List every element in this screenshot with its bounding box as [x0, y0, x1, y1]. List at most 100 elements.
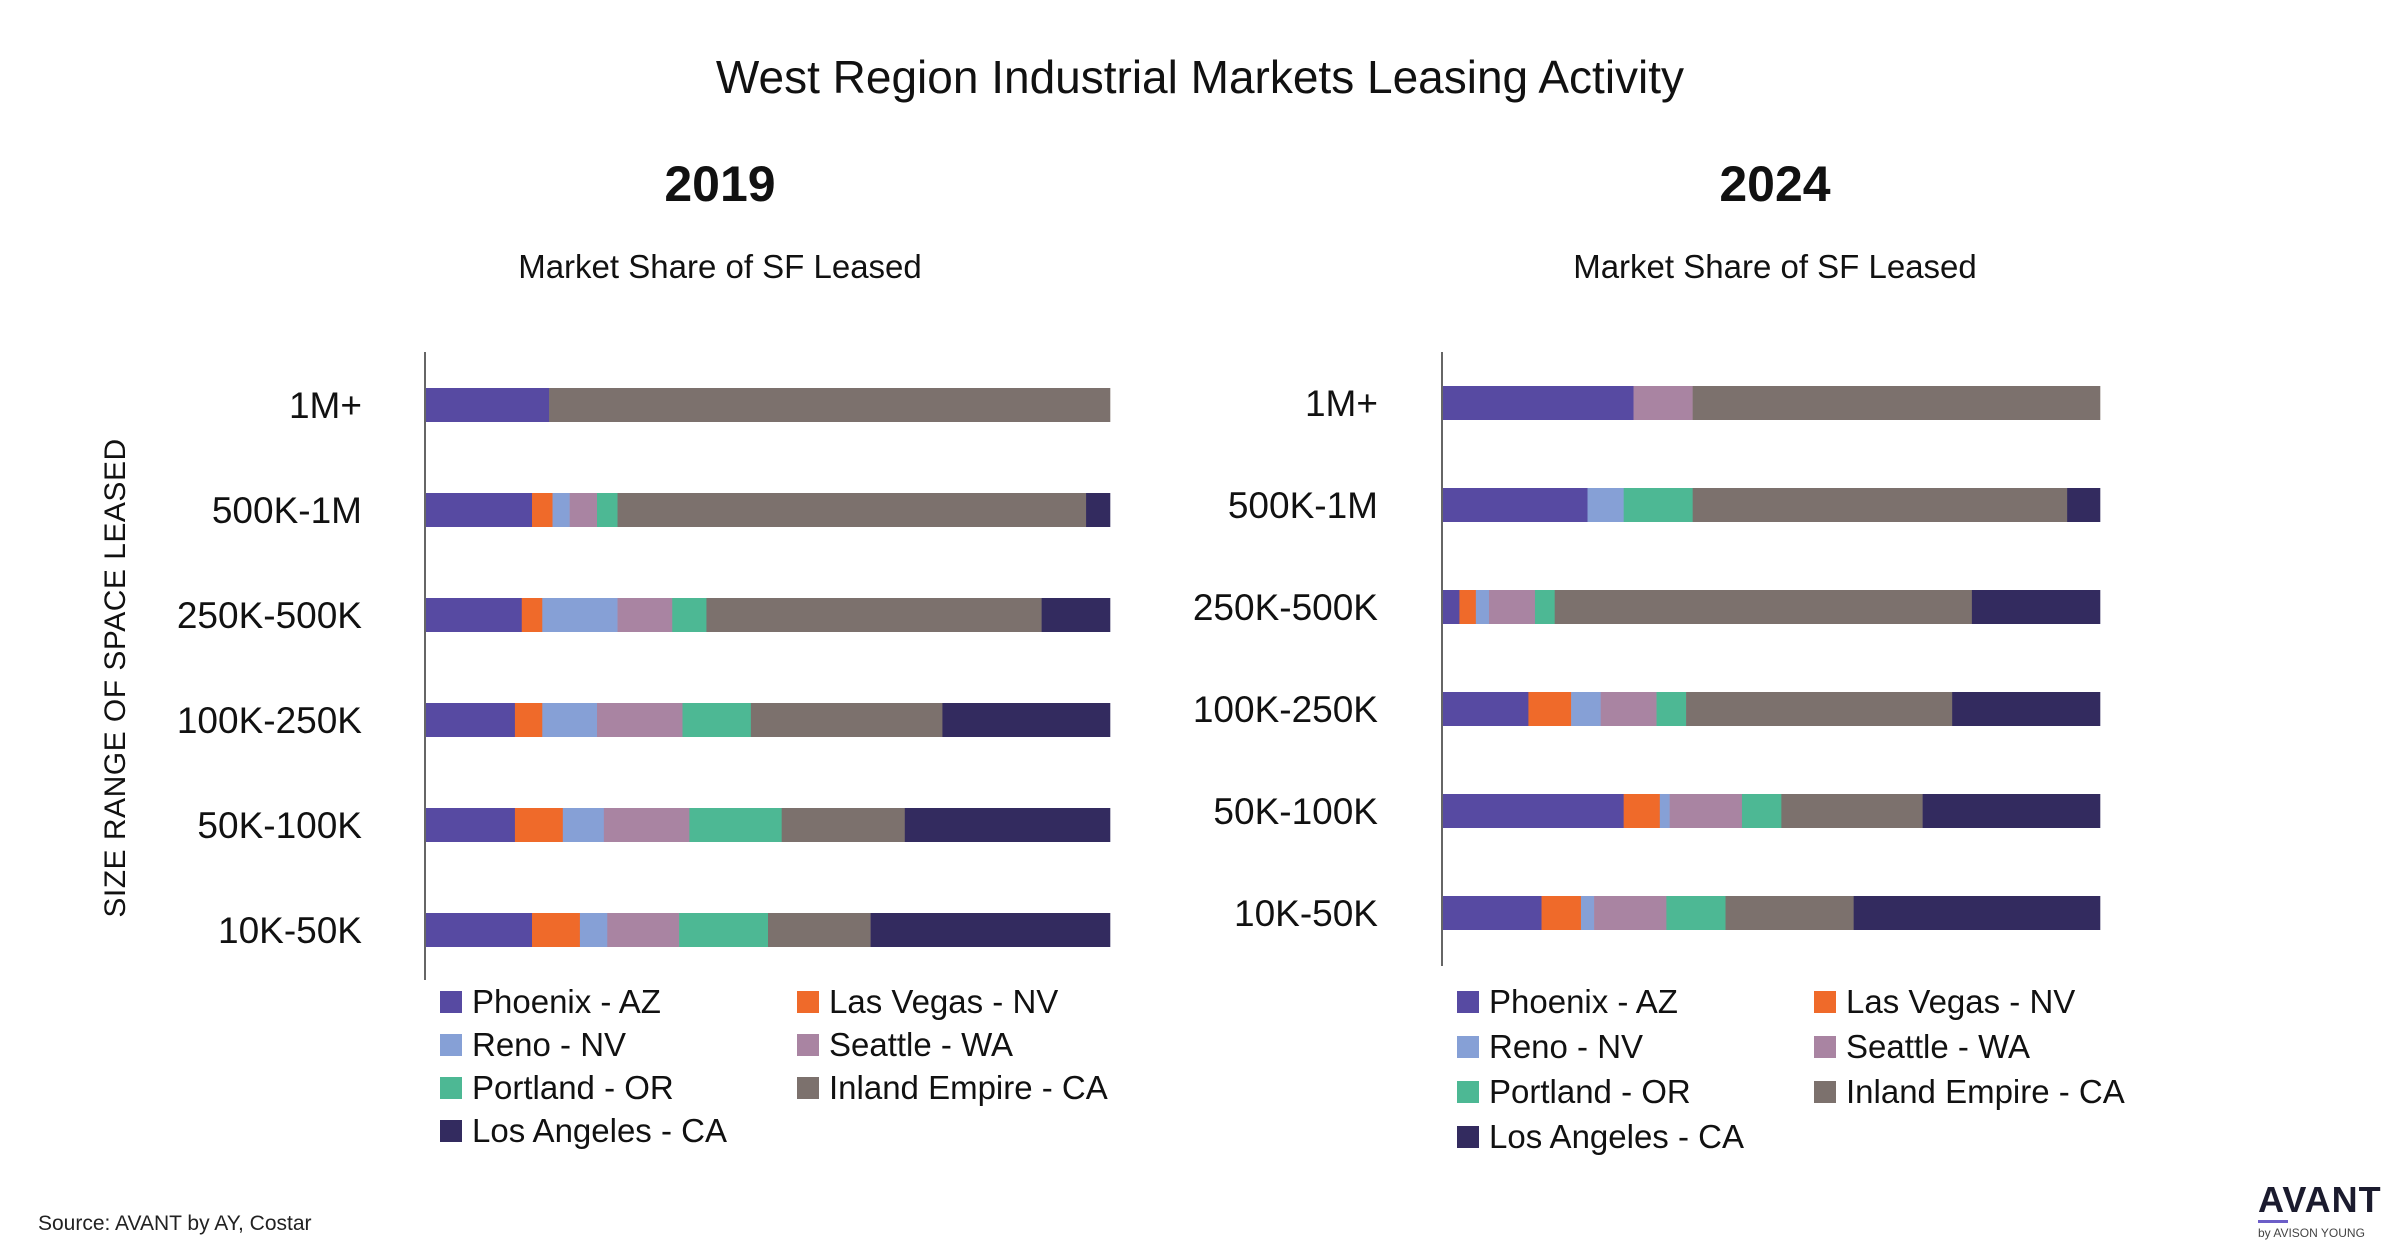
chart-2024-subtitle: Market Share of SF Leased: [1573, 248, 1977, 285]
bar-segment-2024: [1554, 590, 1973, 624]
legend-label: Phoenix - AZ: [1489, 983, 1678, 1020]
category-label-2019: 100K-250K: [177, 700, 362, 741]
legend-swatch: [1457, 1126, 1479, 1148]
bar-segment-2019: [514, 808, 564, 842]
bar-segment-2019: [426, 493, 533, 527]
bar-segment-2024: [1443, 386, 1634, 420]
legend-swatch: [440, 991, 462, 1013]
legend-label: Portland - OR: [1489, 1073, 1691, 1110]
bar-segment-2024: [1623, 488, 1693, 522]
bar-segment-2019: [617, 493, 1087, 527]
category-label-2019: 50K-100K: [197, 805, 362, 846]
legend-label: Los Angeles - CA: [1489, 1118, 1744, 1155]
legend-label: Las Vegas - NV: [829, 983, 1059, 1020]
chart-2019-subtitle: Market Share of SF Leased: [518, 248, 922, 285]
legend-label: Reno - NV: [472, 1026, 627, 1063]
legend-swatch: [440, 1077, 462, 1099]
legend-swatch: [797, 1077, 819, 1099]
bar-segment-2024: [1633, 386, 1693, 420]
legend-item: Las Vegas - NV: [797, 982, 1058, 1022]
bar-segment-2019: [426, 808, 516, 842]
bar-segment-2024: [1971, 590, 2101, 624]
bar-segment-2024: [1580, 896, 1595, 930]
legend-item: Reno - NV: [1457, 1027, 1643, 1067]
category-label-2019: 500K-1M: [212, 490, 362, 531]
bar-segment-2019: [426, 913, 533, 947]
legend-item: Seattle - WA: [1814, 1027, 2030, 1067]
bar-segment-2019: [689, 808, 782, 842]
bar-segment-2024: [1692, 386, 2101, 420]
category-label-2024: 500K-1M: [1228, 485, 1378, 526]
bar-segment-2024: [1922, 794, 2101, 828]
bar-segment-2019: [603, 808, 690, 842]
bar-segment-2019: [679, 913, 769, 947]
category-label-2024: 250K-500K: [1193, 587, 1378, 628]
bar-segment-2024: [1669, 794, 1743, 828]
category-label-2024: 1M+: [1305, 383, 1378, 424]
bar-segment-2019: [750, 703, 943, 737]
bar-segment-2019: [532, 493, 553, 527]
category-label-2019: 1M+: [289, 385, 362, 426]
bar-segment-2019: [781, 808, 906, 842]
bar-segment-2024: [1952, 692, 2101, 726]
bar-segment-2019: [562, 808, 605, 842]
bar-segment-2024: [2067, 488, 2101, 522]
bar-segment-2019: [426, 598, 523, 632]
legend-swatch: [1814, 1036, 1836, 1058]
bar-segment-2024: [1725, 896, 1854, 930]
legend-swatch: [440, 1034, 462, 1056]
legend-swatch: [1457, 1036, 1479, 1058]
legend-label: Reno - NV: [1489, 1028, 1644, 1065]
bar-segment-2019: [579, 913, 608, 947]
bar-segment-2019: [682, 703, 752, 737]
logo-word: AVANT: [2258, 1179, 2382, 1220]
legend-label: Portland - OR: [472, 1069, 674, 1106]
bar-segment-2024: [1692, 488, 2068, 522]
legend-label: Seattle - WA: [1846, 1028, 2030, 1065]
legend-item: Reno - NV: [440, 1025, 626, 1065]
bar-segment-2019: [1086, 493, 1111, 527]
bar-segment-2024: [1853, 896, 2101, 930]
bar-segment-2019: [514, 703, 543, 737]
category-label-2019: 10K-50K: [218, 910, 362, 951]
bar-segment-2019: [1041, 598, 1111, 632]
bar-segment-2019: [569, 493, 598, 527]
bar-segment-2024: [1659, 794, 1670, 828]
bar-segment-2019: [607, 913, 680, 947]
category-label-2019: 250K-500K: [177, 595, 362, 636]
chart-main-title: West Region Industrial Markets Leasing A…: [715, 51, 1685, 103]
legend-label: Inland Empire - CA: [1846, 1073, 2125, 1110]
category-label-2024: 10K-50K: [1234, 893, 1378, 934]
legend-item: Phoenix - AZ: [440, 982, 661, 1022]
bar-segment-2019: [426, 703, 516, 737]
bar-segment-2019: [870, 913, 1111, 947]
legend-swatch: [1457, 991, 1479, 1013]
bar-segment-2019: [617, 598, 673, 632]
bar-segment-2024: [1443, 896, 1542, 930]
bar-segment-2024: [1443, 692, 1529, 726]
legend-item: Phoenix - AZ: [1457, 982, 1678, 1022]
bar-segment-2024: [1443, 488, 1588, 522]
bar-segment-2024: [1781, 794, 1923, 828]
legend-item: Portland - OR: [440, 1068, 674, 1108]
legend-label: Los Angeles - CA: [472, 1112, 727, 1149]
legend-item: Portland - OR: [1457, 1072, 1691, 1112]
bar-segment-2024: [1443, 794, 1624, 828]
legend-swatch: [440, 1120, 462, 1142]
bar-segment-2019: [706, 598, 1042, 632]
legend-item: Seattle - WA: [797, 1025, 1013, 1065]
bar-segment-2019: [597, 703, 683, 737]
logo-subtext: by AVISON YOUNG: [2258, 1226, 2365, 1240]
legend-swatch: [1457, 1081, 1479, 1103]
bar-segment-2024: [1528, 692, 1572, 726]
bar-segment-2019: [542, 598, 618, 632]
legend-item: Los Angeles - CA: [1457, 1117, 1744, 1157]
bar-segment-2024: [1443, 590, 1460, 624]
legend-swatch: [797, 991, 819, 1013]
bar-segment-2019: [942, 703, 1111, 737]
bar-segment-2024: [1666, 896, 1726, 930]
legend-item: Inland Empire - CA: [1814, 1072, 2125, 1112]
legend-swatch: [1814, 991, 1836, 1013]
legend-item: Los Angeles - CA: [440, 1111, 727, 1151]
